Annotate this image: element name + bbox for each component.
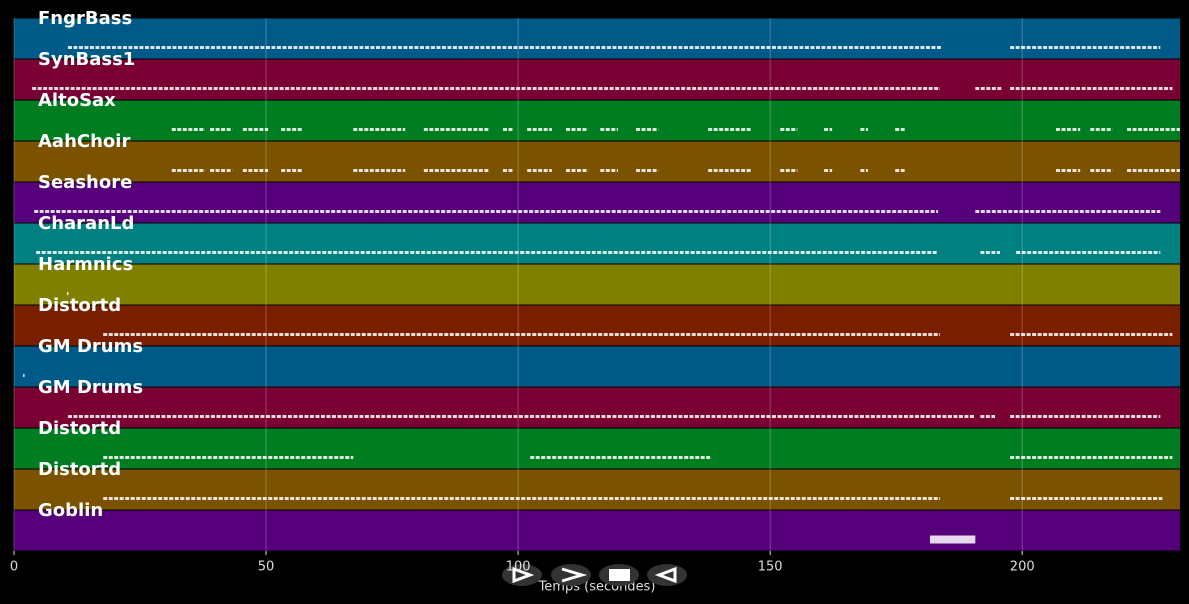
track-label: Distortd [38,459,121,480]
track-label: Distortd [38,418,121,439]
track-label: SynBass1 [38,49,135,70]
forward-button[interactable] [551,564,591,586]
track-band [14,264,1180,305]
x-tick-label: 150 [758,560,783,575]
track-label: GM Drums [38,336,143,357]
track-band [14,510,1180,551]
track-label: Harmnics [38,254,133,275]
track-band [14,100,1180,141]
track-label: Distortd [38,295,121,316]
track-band [14,428,1180,469]
track-label: AltoSax [38,90,116,111]
toolbar [502,564,687,586]
track-band [14,18,1180,59]
track-band [14,59,1180,100]
play-button[interactable] [502,564,542,586]
stop-button[interactable] [599,564,639,586]
track-label: Seashore [38,172,132,193]
x-tick-label: 0 [10,560,18,575]
track-label: Goblin [38,500,103,521]
x-tick-label: 50 [258,560,275,575]
track-label: AahChoir [38,131,130,152]
track-band [14,387,1180,428]
x-tick-label: 100 [506,560,531,575]
track-band [14,305,1180,346]
rewind-button[interactable] [647,564,687,586]
track-band [14,469,1180,510]
track-band [14,223,1180,264]
track-band [14,182,1180,223]
track-label: CharanLd [38,213,134,234]
track-band [14,346,1180,387]
track-label: FngrBass [38,8,132,29]
track-band [14,141,1180,182]
track-label: GM Drums [38,377,143,398]
x-tick-label: 200 [1010,560,1035,575]
